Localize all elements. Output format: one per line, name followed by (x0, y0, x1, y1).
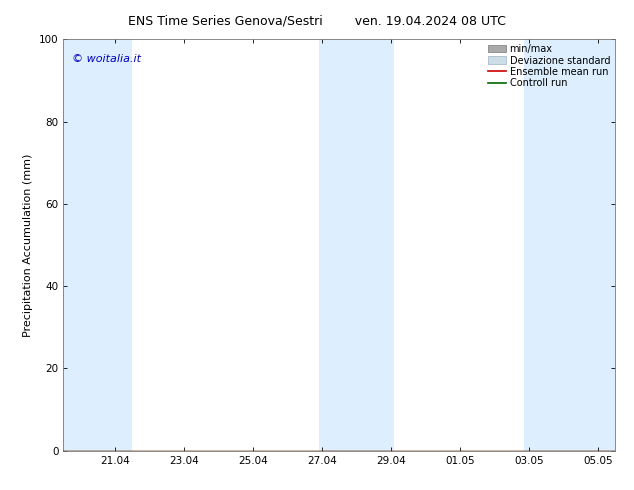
Text: © woitalia.it: © woitalia.it (72, 53, 141, 64)
Y-axis label: Precipitation Accumulation (mm): Precipitation Accumulation (mm) (23, 153, 34, 337)
Text: ENS Time Series Genova/Sestri        ven. 19.04.2024 08 UTC: ENS Time Series Genova/Sestri ven. 19.04… (128, 15, 506, 28)
Bar (524, 39, 615, 451)
Bar (63, 39, 133, 451)
Bar (318, 39, 394, 451)
Legend: min/max, Deviazione standard, Ensemble mean run, Controll run: min/max, Deviazione standard, Ensemble m… (486, 42, 612, 90)
